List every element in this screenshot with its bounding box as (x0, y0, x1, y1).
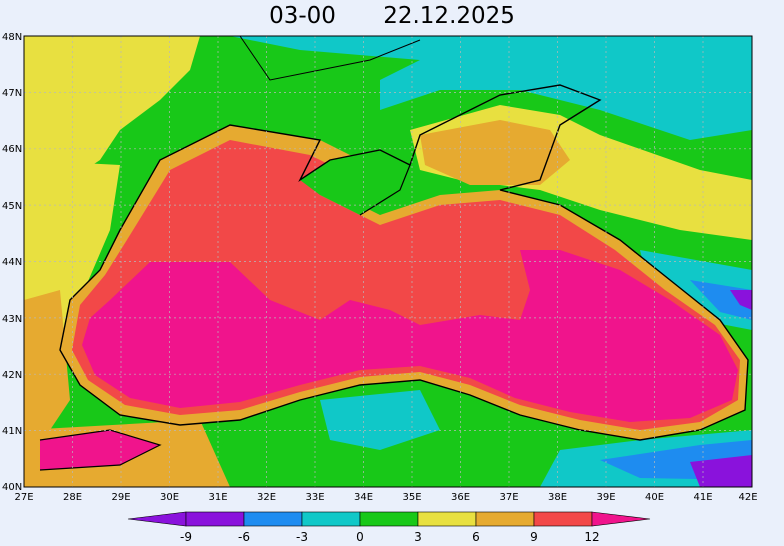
x-tick-label: 28E (63, 492, 82, 503)
x-tick-label: 27E (14, 492, 33, 503)
colorbar-label: 6 (472, 530, 480, 544)
x-tick-label: 30E (160, 492, 179, 503)
colorbar-label: 0 (356, 530, 364, 544)
map-field (24, 36, 752, 487)
x-tick-label: 29E (111, 492, 130, 503)
x-tick-label: 32E (257, 492, 276, 503)
y-tick-label: 40N (2, 482, 22, 493)
colorbar-label: 3 (414, 530, 422, 544)
x-tick-label: 38E (548, 492, 567, 503)
y-tick-label: 44N (2, 257, 22, 268)
x-tick-label: 42E (738, 492, 757, 503)
colorbar-segment (417, 511, 477, 527)
forecast-hour: 03-00 (269, 3, 336, 29)
colorbar-segment (591, 511, 651, 527)
colorbar-segment (475, 511, 535, 527)
y-tick-label: 48N (2, 32, 22, 43)
colorbar-label: -3 (296, 530, 308, 544)
colorbar-segment (359, 511, 419, 527)
land-warm-west (24, 290, 70, 440)
y-tick-label: 45N (2, 201, 22, 212)
map-frame (23, 35, 753, 488)
black-sea-coastline (59, 84, 749, 441)
x-tick-label: 35E (402, 492, 421, 503)
y-axis: 48N 47N 46N 45N 44N 43N 42N 41N 40N (2, 32, 22, 493)
y-tick-label: 47N (2, 88, 22, 99)
colorbar-segment (243, 511, 303, 527)
marmara-coastline (39, 429, 162, 471)
x-tick-label: 34E (354, 492, 373, 503)
x-tick-label: 40E (645, 492, 664, 503)
y-tick-label: 42N (2, 370, 22, 381)
y-tick-label: 43N (2, 314, 22, 325)
graticule (24, 36, 752, 487)
x-axis: 27E 28E 29E 30E 31E 32E 33E 34E 35E 36E … (14, 492, 757, 503)
land-colder-south (320, 390, 440, 450)
colorbar-label: -6 (238, 530, 250, 544)
colorbar-segment (301, 511, 361, 527)
colorbar-labels: -9 -6 -3 0 3 6 9 12 (180, 530, 600, 544)
land-colder-north (230, 36, 752, 140)
land-freezing-southeast (690, 455, 752, 487)
y-tick-label: 41N (2, 426, 22, 437)
x-tick-label: 39E (596, 492, 615, 503)
colorbar-label: 9 (530, 530, 538, 544)
forecast-date: 22.12.2025 (383, 3, 515, 29)
map-title: 03-00 22.12.2025 (0, 0, 784, 34)
crimea-coastline (359, 164, 411, 216)
river-dnieper (239, 36, 421, 81)
colorbar-segment (127, 511, 187, 527)
x-tick-label: 37E (499, 492, 518, 503)
crimea-peninsula (300, 150, 410, 215)
x-tick-label: 31E (208, 492, 227, 503)
colorbar-segment (185, 511, 245, 527)
colorbar (127, 511, 651, 527)
x-tick-label: 36E (451, 492, 470, 503)
black-sea-warmest (82, 250, 738, 422)
colorbar-segment (533, 511, 593, 527)
land-freezing-east (730, 290, 752, 310)
colorbar-label: -9 (180, 530, 192, 544)
land-cool-northwest (24, 36, 200, 185)
y-tick-label: 46N (2, 144, 22, 155)
x-tick-label: 41E (693, 492, 712, 503)
azov-sea (420, 120, 570, 185)
x-tick-label: 33E (305, 492, 324, 503)
colorbar-label: 12 (584, 530, 599, 544)
